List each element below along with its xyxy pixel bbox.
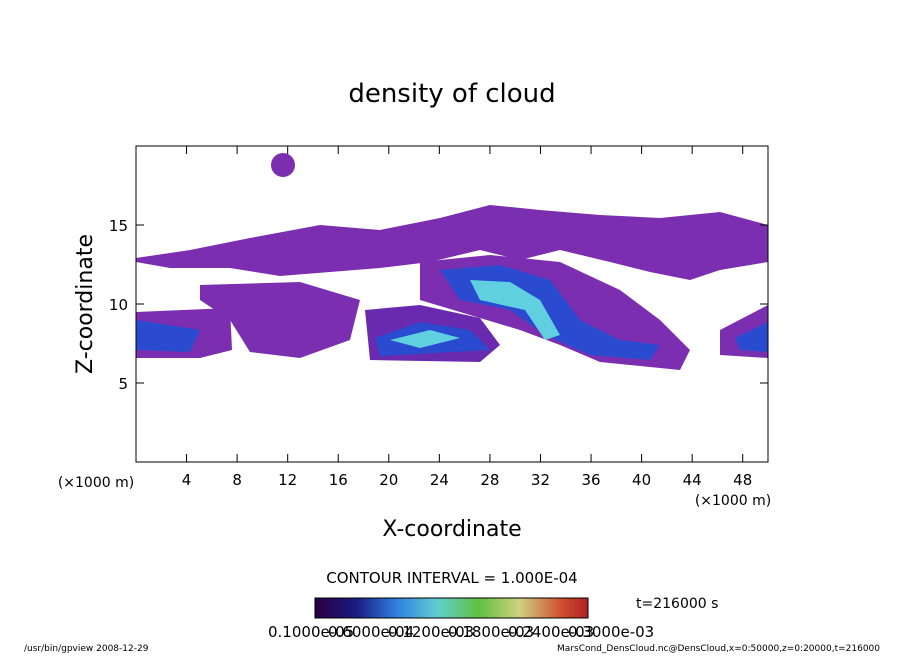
y-tick-label: 5 [118,375,128,393]
cloud-blob [470,280,560,340]
x-tick-label: 28 [480,471,499,489]
x-tick-label: 32 [531,471,550,489]
colorbar-label: 0.3000e-03 [568,623,654,641]
y-unit: (×1000 m) [58,475,134,491]
x-tick-label: 8 [232,471,242,489]
x-tick-label: 40 [632,471,651,489]
y-axis-label: Z-coordinate [73,234,98,374]
x-tick-label: 48 [733,471,752,489]
x-unit: (×1000 m) [695,493,771,509]
colorbar-label: 0.1000e-05 [268,623,354,641]
y-tick-label: 10 [109,296,128,314]
colorbar [314,597,589,619]
x-tick-label: 24 [430,471,449,489]
x-tick-label: 4 [182,471,192,489]
chart-title: density of cloud [348,79,555,109]
footer-left: /usr/bin/gpview 2008-12-29 [24,644,149,654]
cloud-blob [390,330,460,348]
contour-interval: CONTOUR INTERVAL = 1.000E-04 [326,569,577,587]
x-tick-label: 36 [581,471,600,489]
cloud-field [136,153,768,370]
y-tick-label: 15 [109,217,128,235]
cloud-blob [735,322,768,352]
x-tick-label: 44 [683,471,702,489]
x-axis-label: X-coordinate [382,517,521,542]
colorbar-label: 0.6000e-04 [328,623,414,641]
footer-right: MarsCond_DensCloud.nc@DensCloud,x=0:5000… [557,644,880,654]
time-label: t=216000 s [636,596,718,612]
cloud-blob [136,320,200,352]
cloud-blob [200,282,360,358]
cloud-blob [136,205,768,280]
x-tick-label: 12 [278,471,297,489]
x-tick-label: 16 [329,471,348,489]
colorbar-label: 0.1800e-03 [448,623,534,641]
colorbar-label: 0.2400e-03 [508,623,594,641]
x-tick-label: 20 [379,471,398,489]
colorbar-label: 0.1200e-03 [388,623,474,641]
cloud-blob [271,153,295,177]
